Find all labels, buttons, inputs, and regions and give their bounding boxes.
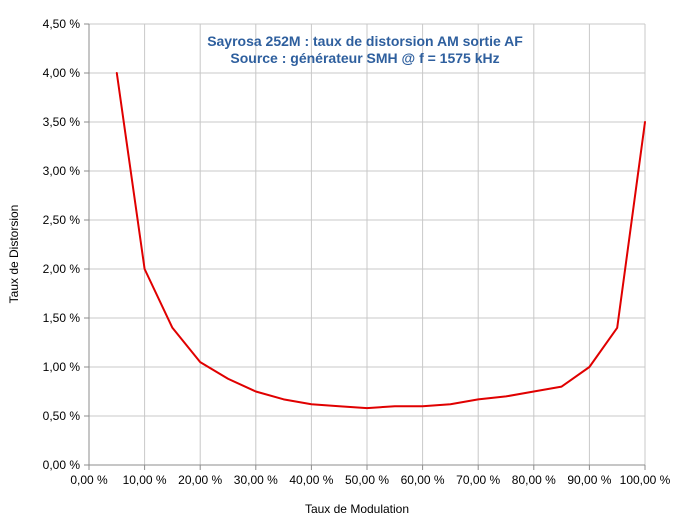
x-tick-label: 40,00 % xyxy=(289,473,333,487)
y-tick-label: 3,50 % xyxy=(43,115,81,129)
axes xyxy=(84,23,646,470)
x-tick-label: 50,00 % xyxy=(345,473,389,487)
x-tick-label: 30,00 % xyxy=(234,473,278,487)
y-tick-label: 2,00 % xyxy=(43,262,81,276)
chart-title: Sayrosa 252M : taux de distorsion AM sor… xyxy=(207,33,523,49)
x-tick-label: 80,00 % xyxy=(512,473,556,487)
y-tick-label: 4,50 % xyxy=(43,17,81,31)
y-tick-label: 1,50 % xyxy=(43,311,81,325)
x-tick-label: 70,00 % xyxy=(456,473,500,487)
chart-subtitle: Source : générateur SMH @ f = 1575 kHz xyxy=(230,50,499,66)
x-tick-label: 0,00 % xyxy=(70,473,108,487)
x-tick-label: 20,00 % xyxy=(178,473,222,487)
x-axis-label: Taux de Modulation xyxy=(305,502,409,516)
y-tick-label: 4,00 % xyxy=(43,66,81,80)
x-tick-label: 90,00 % xyxy=(567,473,611,487)
grid xyxy=(89,23,646,465)
series-layer xyxy=(115,72,646,410)
y-tick-label: 3,00 % xyxy=(43,164,81,178)
y-axis-label: Taux de Distorsion xyxy=(7,205,21,304)
y-tick-label: 2,50 % xyxy=(43,213,81,227)
x-tick-label: 100,00 % xyxy=(620,473,671,487)
x-tick-label: 10,00 % xyxy=(123,473,167,487)
y-tick-label: 0,00 % xyxy=(43,458,81,472)
y-tick-label: 0,50 % xyxy=(43,409,81,423)
distortion-series-line xyxy=(115,72,646,410)
x-tick-label: 60,00 % xyxy=(401,473,445,487)
y-tick-label: 1,00 % xyxy=(43,360,81,374)
tick-labels: 0,00 % 0,50 % 1,00 % 1,50 % 2,00 % 2,50 % 3,00… xyxy=(43,17,671,487)
